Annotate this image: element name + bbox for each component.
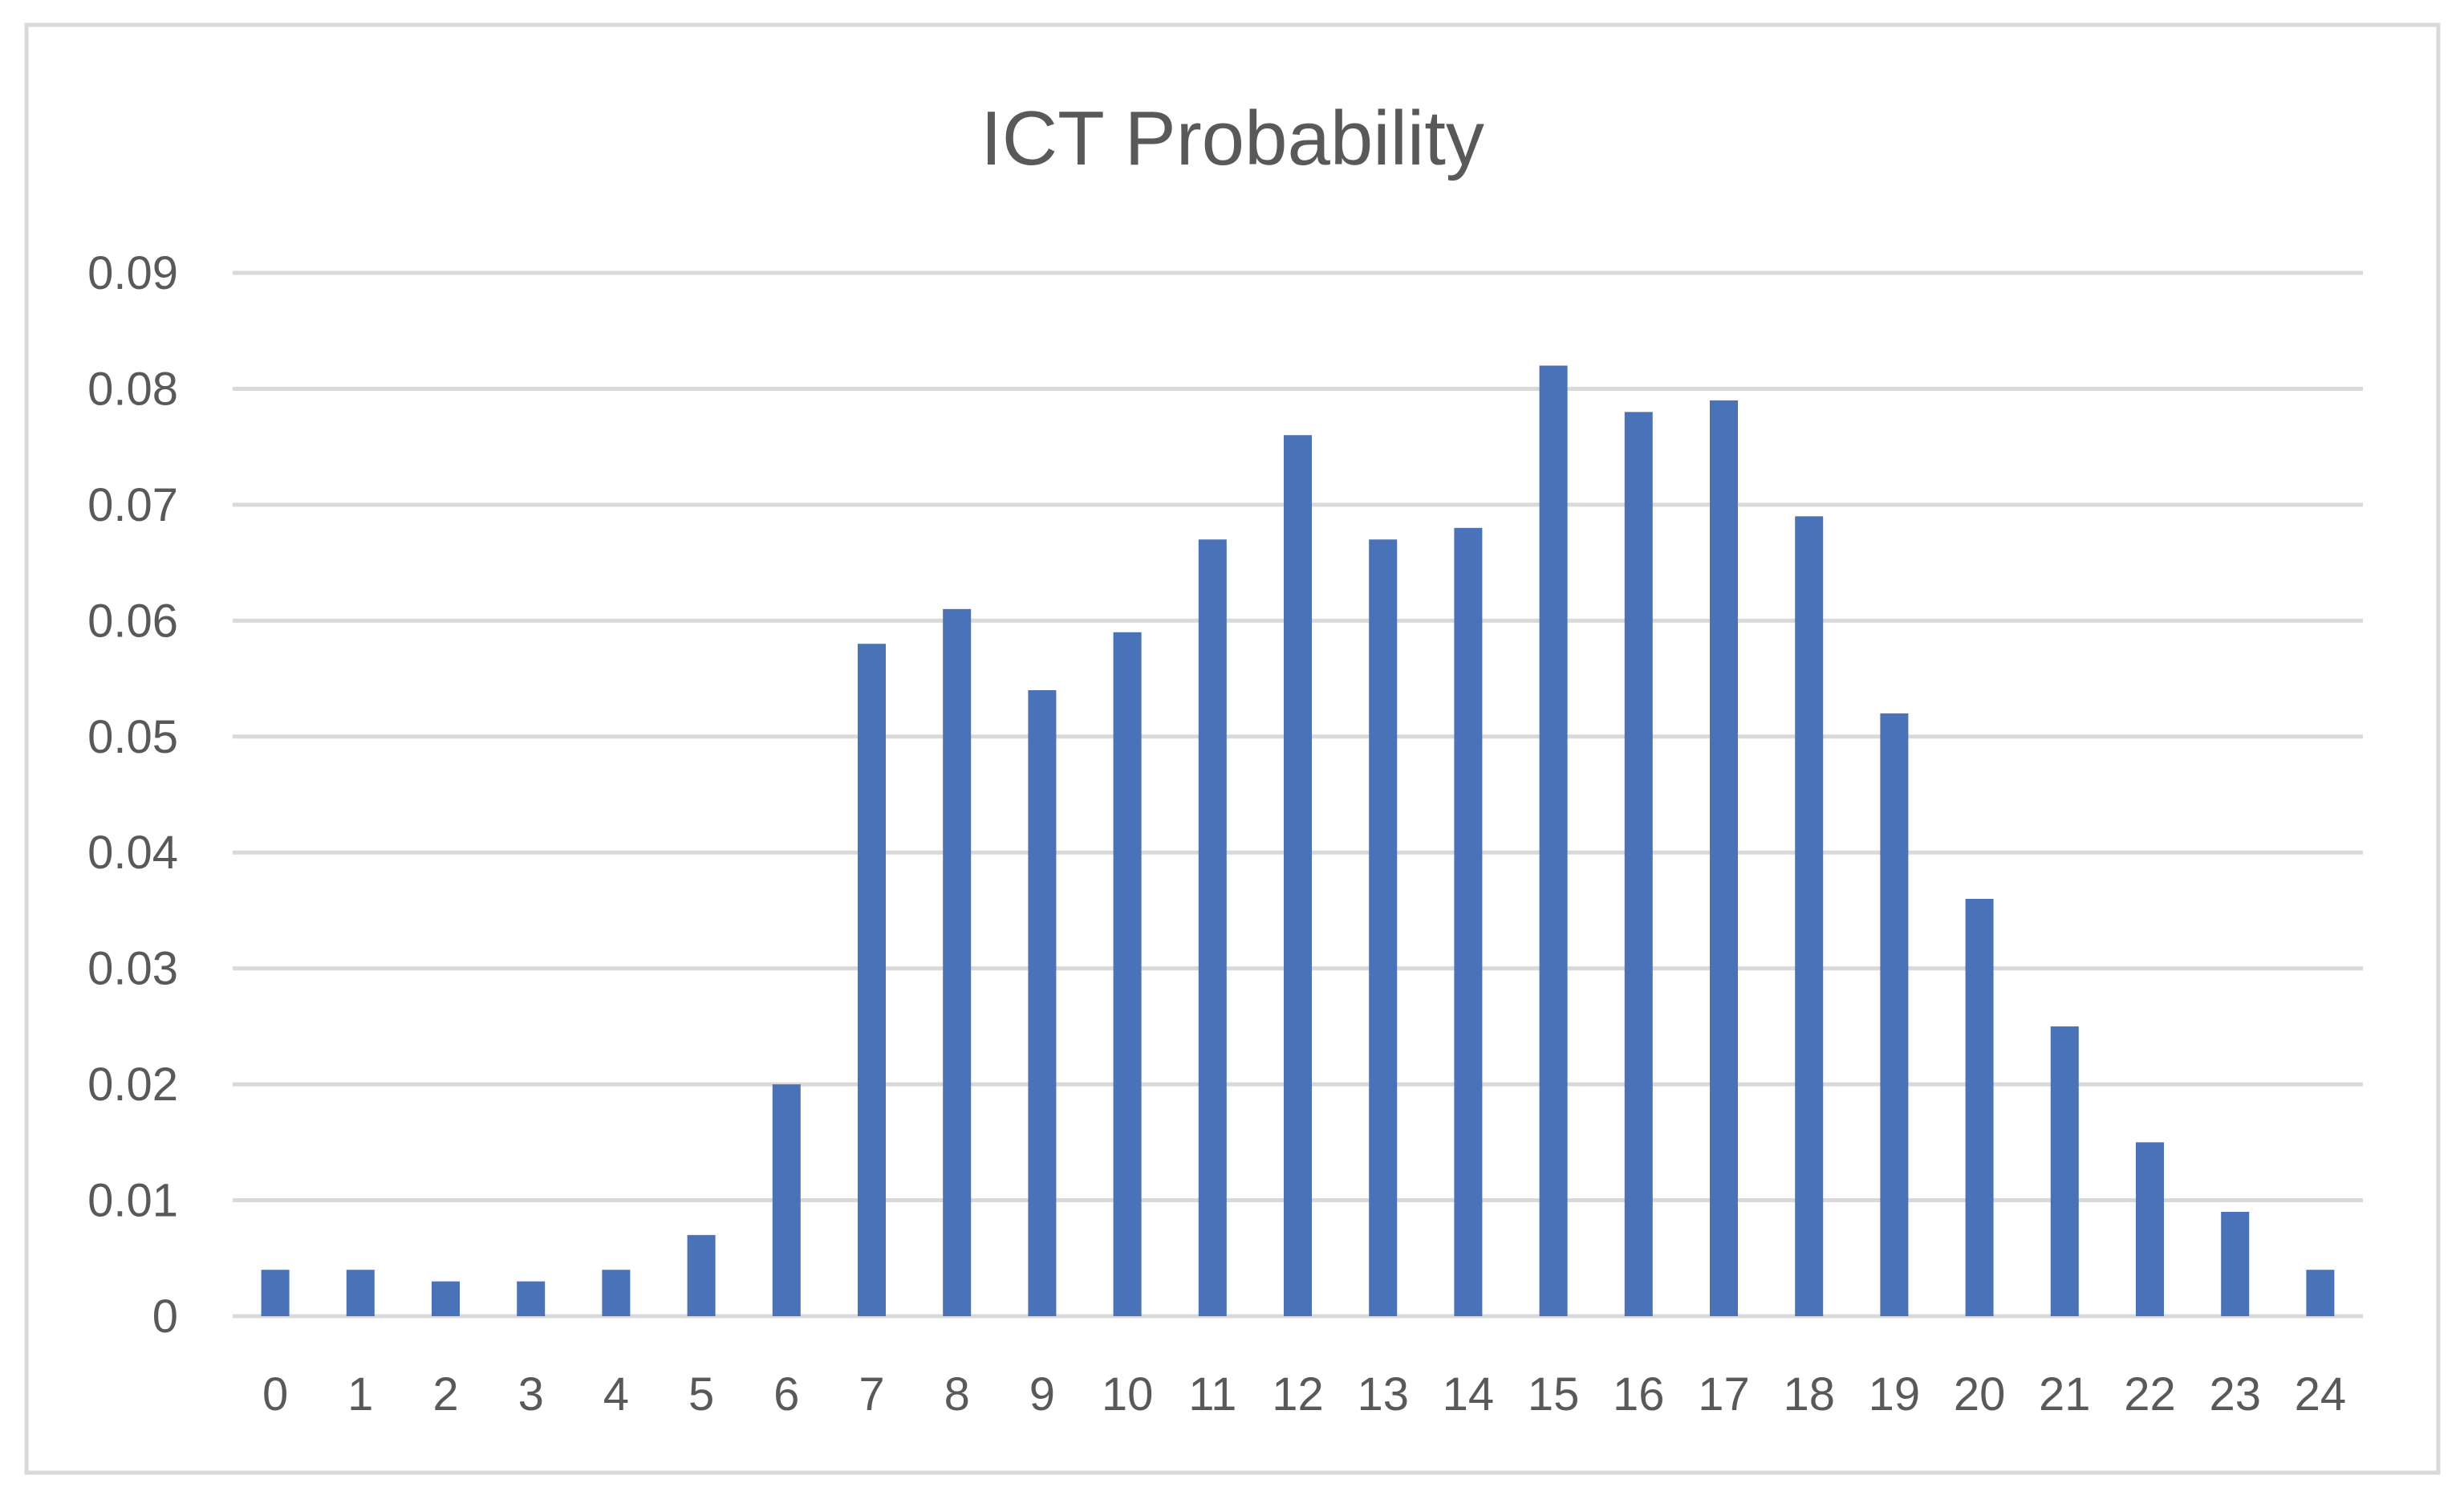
x-tick-label: 22	[2124, 1368, 2176, 1421]
y-tick-label: 0.02	[87, 1059, 178, 1111]
gridlines	[233, 270, 2363, 1319]
y-tick-label: 0.06	[87, 595, 178, 647]
bar-6	[772, 1084, 801, 1316]
bar-21	[2050, 1026, 2079, 1316]
bar-20	[1965, 899, 1994, 1316]
x-tick-label: 7	[859, 1368, 884, 1421]
x-tick-label: 12	[1272, 1368, 1324, 1421]
y-tick-label: 0	[152, 1290, 178, 1343]
x-tick-label: 19	[1869, 1368, 1921, 1421]
bar-23	[2221, 1212, 2250, 1316]
bar-18	[1795, 516, 1824, 1316]
chart-border	[24, 22, 2441, 1475]
bar-14	[1454, 527, 1483, 1316]
bar-1	[346, 1270, 375, 1316]
x-tick-label: 13	[1357, 1368, 1409, 1421]
x-axis-tick-labels: 0 1 2 3 4 5 6 7 8 9 10 11 12 13 14 15 16 17 18 19 20 21 22 23 24	[262, 1368, 2346, 1421]
y-tick-label: 0.07	[87, 479, 178, 531]
x-tick-label: 14	[1443, 1368, 1495, 1421]
bar-12	[1284, 435, 1312, 1317]
x-tick-label: 23	[2209, 1368, 2261, 1421]
x-tick-label: 9	[1029, 1368, 1055, 1421]
x-tick-label: 24	[2295, 1368, 2347, 1421]
x-tick-label: 2	[432, 1368, 458, 1421]
bar-16	[1624, 412, 1653, 1317]
bar-22	[2136, 1142, 2164, 1316]
x-tick-label: 6	[773, 1368, 799, 1421]
x-tick-label: 21	[2039, 1368, 2091, 1421]
x-tick-label: 20	[1954, 1368, 2006, 1421]
bars	[261, 365, 2335, 1317]
x-tick-label: 10	[1102, 1368, 1154, 1421]
bar-11	[1198, 539, 1227, 1316]
bar-3	[517, 1281, 546, 1316]
x-tick-label: 1	[347, 1368, 373, 1421]
x-tick-label: 3	[518, 1368, 544, 1421]
bar-13	[1369, 539, 1398, 1316]
x-tick-label: 4	[603, 1368, 629, 1421]
bar-4	[602, 1270, 631, 1316]
bar-15	[1539, 365, 1568, 1316]
x-tick-label: 18	[1783, 1368, 1835, 1421]
y-axis-tick-labels: 0 0.01 0.02 0.03 0.04 0.05 0.06 0.07 0.08 0.09	[87, 247, 178, 1343]
bar-10	[1113, 632, 1142, 1316]
x-tick-label: 0	[262, 1368, 288, 1421]
bar-0	[261, 1270, 290, 1316]
bar-8	[943, 608, 972, 1316]
chart-title: ICT Probability	[980, 96, 1484, 181]
y-tick-label: 0.04	[87, 827, 178, 879]
y-tick-label: 0.05	[87, 711, 178, 763]
x-tick-label: 8	[944, 1368, 970, 1421]
x-tick-label: 15	[1528, 1368, 1580, 1421]
x-tick-label: 17	[1698, 1368, 1750, 1421]
bar-24	[2306, 1270, 2335, 1316]
bar-19	[1880, 713, 1909, 1316]
x-tick-label: 5	[688, 1368, 714, 1421]
y-tick-label: 0.09	[87, 247, 178, 299]
bar-9	[1028, 690, 1057, 1316]
bar-5	[687, 1234, 716, 1316]
y-tick-label: 0.03	[87, 943, 178, 995]
bar-7	[858, 644, 886, 1316]
bar-17	[1710, 400, 1738, 1316]
x-tick-label: 16	[1613, 1368, 1665, 1421]
bar-2	[432, 1281, 460, 1316]
y-tick-label: 0.01	[87, 1175, 178, 1227]
x-tick-label: 11	[1188, 1368, 1236, 1421]
y-tick-label: 0.08	[87, 363, 178, 415]
